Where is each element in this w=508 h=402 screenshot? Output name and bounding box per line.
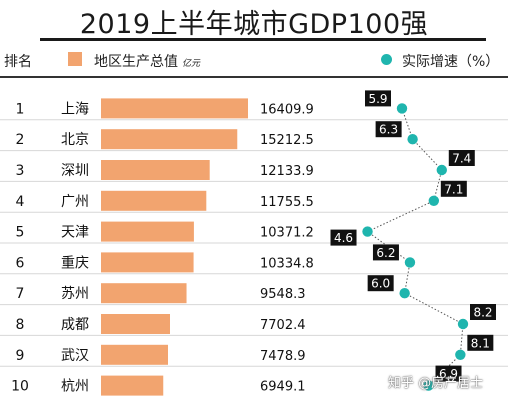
gdp-value-label: 6949.1	[260, 380, 306, 395]
gdp-value-label: 12133.9	[260, 164, 314, 179]
rank-label: 5	[16, 225, 25, 241]
city-label: 深圳	[61, 163, 89, 179]
gdp-bar	[101, 129, 238, 150]
gdp-bar	[101, 221, 194, 242]
city-label: 重庆	[61, 255, 89, 271]
gdp-value-label: 11755.5	[260, 195, 314, 210]
growth-value-label: 6.9	[439, 367, 458, 381]
growth-header: 实际增速（%）	[402, 54, 500, 70]
gdp-bar	[101, 375, 164, 396]
growth-label-box	[372, 244, 399, 261]
city-label: 天津	[61, 225, 89, 241]
chart-title: 2019上半年城市GDP100强	[79, 9, 429, 40]
growth-dot	[404, 257, 416, 268]
growth-label-box	[435, 365, 462, 382]
growth-connector	[366, 108, 464, 386]
watermark: 知乎 @房产居士	[388, 376, 484, 391]
rank-label: 1	[16, 101, 25, 117]
city-label: 武汉	[61, 348, 89, 364]
growth-dot	[362, 226, 373, 237]
rank-header: 排名	[4, 54, 32, 70]
growth-label-box	[365, 90, 391, 107]
header-rule	[0, 76, 508, 78]
gdp-value-label: 10371.2	[260, 226, 314, 241]
growth-value-label: 8.1	[471, 336, 490, 350]
city-label: 苏州	[61, 286, 89, 302]
gdp-bar	[101, 252, 194, 273]
gdp-value-label: 10334.8	[260, 256, 314, 271]
gdp-bar	[101, 283, 187, 304]
growth-label-box	[467, 334, 494, 351]
growth-label-box	[375, 121, 402, 138]
gdp-bar	[101, 98, 248, 119]
growth-label-box	[440, 180, 467, 197]
growth-value-label: 6.2	[376, 246, 395, 260]
gdp-bar	[101, 314, 170, 334]
gdp-value-label: 7702.4	[260, 318, 306, 333]
city-label: 成都	[61, 317, 89, 333]
rank-label: 4	[16, 194, 25, 210]
rank-label: 10	[11, 379, 29, 395]
city-label: 北京	[61, 132, 89, 148]
gdp-value-label: 15212.5	[260, 133, 314, 148]
city-label: 上海	[61, 101, 89, 117]
gdp-header-label: 地区生产总值	[94, 54, 178, 70]
growth-dot	[428, 195, 440, 206]
gdp-value-label: 7478.9	[260, 349, 306, 364]
growth-label-box	[470, 304, 496, 320]
growth-dot	[407, 134, 418, 145]
growth-value-label: 8.2	[473, 306, 492, 320]
growth-dot	[423, 380, 434, 391]
city-label: 杭州	[61, 379, 89, 395]
gdp-bar	[101, 190, 207, 211]
growth-dot	[455, 349, 466, 360]
growth-dot	[399, 288, 410, 299]
growth-value-label: 5.9	[368, 92, 387, 106]
rank-label: 7	[16, 286, 25, 302]
growth-dot	[436, 164, 447, 176]
title-rule	[40, 38, 486, 41]
growth-value-label: 7.1	[444, 182, 463, 196]
growth-value-label: 6.0	[371, 277, 390, 291]
growth-value-label: 6.3	[379, 123, 398, 137]
growth-value-label: 4.6	[334, 231, 353, 245]
rank-label: 6	[16, 255, 25, 271]
rank-label: 9	[16, 348, 25, 364]
gdp-unit-label: 亿元	[182, 59, 201, 69]
rank-label: 3	[16, 163, 25, 179]
gdp-bar	[101, 344, 168, 365]
growth-dot	[457, 318, 469, 330]
city-label: 广州	[61, 194, 89, 210]
growth-legend-dot	[381, 54, 392, 65]
growth-label-box	[367, 275, 394, 292]
growth-label-box	[330, 229, 357, 246]
growth-label-box	[448, 150, 475, 166]
growth-value-label: 7.4	[452, 152, 471, 166]
gdp-bar	[101, 160, 210, 180]
gdp-legend-swatch	[68, 52, 82, 66]
gdp-value-label: 16409.9	[260, 102, 314, 117]
growth-dot	[396, 103, 408, 114]
gdp-header: 地区生产总值 亿元	[94, 51, 200, 71]
gdp-value-label: 9548.3	[260, 287, 306, 302]
rank-label: 8	[16, 317, 25, 333]
rank-label: 2	[16, 132, 25, 148]
